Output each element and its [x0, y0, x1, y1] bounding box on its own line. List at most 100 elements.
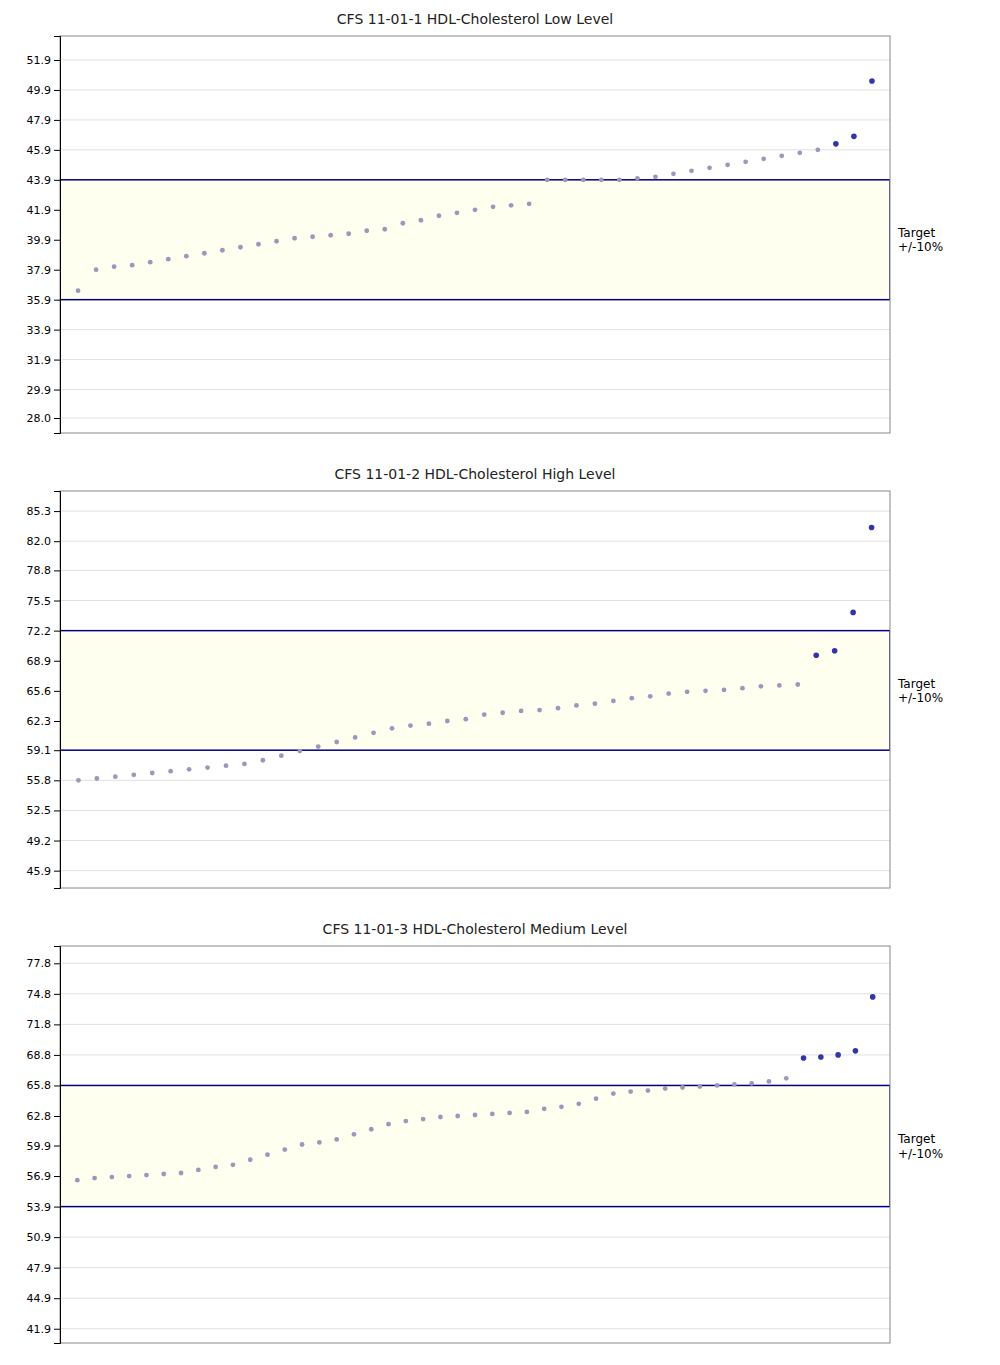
tick-mark [54, 240, 60, 241]
tick: 65.6 [27, 685, 61, 698]
grid-line [60, 600, 890, 601]
tick-mark [54, 1116, 60, 1117]
tick: 56.9 [27, 1170, 61, 1183]
point [282, 1147, 287, 1152]
point [559, 1104, 564, 1109]
point [205, 765, 210, 770]
point [818, 1054, 824, 1060]
tick-mark [54, 1024, 60, 1025]
y-axis: 51.949.947.945.943.941.939.937.935.933.9… [27, 37, 61, 434]
tick: 43.9 [27, 174, 61, 187]
point [851, 134, 857, 140]
grid-line [60, 1054, 890, 1055]
point [707, 165, 712, 170]
grid-line [60, 511, 890, 512]
tick-label: 31.9 [27, 354, 52, 367]
tick-label: 45.9 [27, 865, 52, 878]
tick: 75.5 [27, 595, 61, 608]
point [144, 1173, 149, 1178]
grid-line [60, 1237, 890, 1238]
tick-mark [54, 570, 60, 571]
point [310, 234, 315, 239]
tick-mark [54, 601, 60, 602]
point [581, 177, 586, 182]
tick-mark [54, 90, 60, 91]
point [346, 231, 351, 236]
tick-label: 28.0 [27, 412, 52, 425]
point [797, 150, 802, 155]
tick: 28.0 [27, 412, 61, 425]
tick-mark [54, 1298, 60, 1299]
grid-line [60, 359, 890, 360]
chart-title: CFS 11-01-3 HDL-Cholesterol Medium Level [323, 921, 628, 937]
tick-label: 82.0 [27, 535, 52, 548]
tick-mark [54, 810, 60, 811]
tick: 49.9 [27, 84, 61, 97]
point [403, 1119, 408, 1124]
point [260, 758, 265, 763]
tick-label: 37.9 [27, 264, 52, 277]
grid-line [60, 993, 890, 994]
point [408, 723, 413, 728]
grid [60, 511, 890, 871]
point [500, 710, 505, 715]
tick-mark [54, 1237, 60, 1238]
tick-mark [54, 721, 60, 722]
point [784, 1076, 789, 1081]
point [749, 1081, 754, 1086]
point [617, 177, 622, 182]
tick-mark [54, 541, 60, 542]
point [870, 994, 876, 1000]
point [795, 682, 800, 687]
point [648, 694, 653, 699]
tick: 72.2 [27, 625, 61, 638]
tick: 35.9 [27, 294, 61, 307]
tick: 55.8 [27, 774, 61, 787]
point [563, 177, 568, 182]
tick: 39.9 [27, 234, 61, 247]
band-label-line: Target [897, 226, 935, 240]
tick-mark [54, 691, 60, 692]
point [386, 1122, 391, 1127]
tick-mark [54, 120, 60, 121]
tick-mark [54, 150, 60, 151]
grid [60, 963, 890, 1328]
point [334, 1137, 339, 1142]
point [767, 1079, 772, 1084]
point [112, 264, 117, 269]
tick-mark [54, 390, 60, 391]
point [297, 749, 302, 754]
tick-label: 62.3 [27, 715, 52, 728]
tick-label: 49.9 [27, 84, 52, 97]
point [220, 248, 225, 253]
tick: 47.9 [27, 114, 61, 127]
tick-label: 47.9 [27, 1262, 52, 1275]
y-axis: 85.382.078.875.572.268.965.662.359.155.8… [27, 492, 61, 889]
tick-label: 71.8 [27, 1018, 52, 1031]
axis-line [54, 947, 61, 1344]
chart-title: CFS 11-01-1 HDL-Cholesterol Low Level [337, 11, 613, 27]
point [94, 776, 99, 781]
point [815, 147, 820, 152]
grid-line [60, 963, 890, 964]
band-label: Target+/-10% [897, 1132, 943, 1160]
figure: CFS 11-01-1 HDL-Cholesterol Low Level 51.… [0, 0, 1000, 1365]
point [179, 1171, 184, 1176]
tick-label: 44.9 [27, 1292, 52, 1305]
chart: CFS 11-01-3 HDL-Cholesterol Medium Level… [27, 921, 944, 1344]
tick-label: 50.9 [27, 1231, 52, 1244]
grid-line [60, 870, 890, 871]
grid-line [60, 840, 890, 841]
tick-label: 56.9 [27, 1170, 52, 1183]
tick-mark [54, 661, 60, 662]
tick-label: 39.9 [27, 234, 52, 247]
grid-line [60, 119, 890, 120]
point [437, 213, 442, 218]
tick-mark [54, 60, 60, 61]
tick: 29.9 [27, 384, 61, 397]
tick-label: 51.9 [27, 54, 52, 67]
point [300, 1142, 305, 1147]
tick: 62.3 [27, 715, 61, 728]
chart: CFS 11-01-1 HDL-Cholesterol Low Level 51.… [27, 11, 944, 434]
point [317, 1140, 322, 1145]
